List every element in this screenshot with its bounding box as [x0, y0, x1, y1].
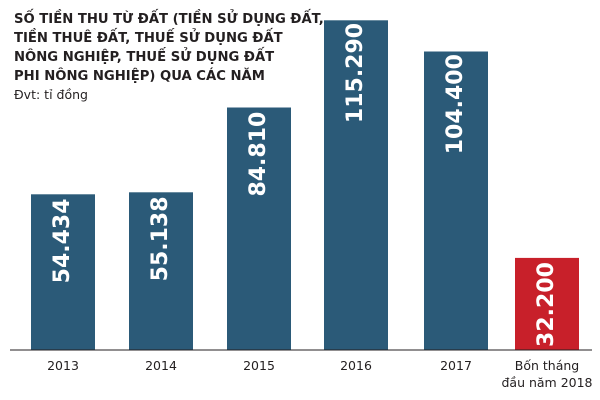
bar	[129, 192, 193, 350]
bars: 54.434 55.138 84.810 115.290 104.400 32.200	[31, 20, 579, 351]
x-tick-label: 2017	[440, 358, 472, 373]
x-tick-label: đầu năm 2018	[501, 375, 592, 390]
unit-label: Đvt: tỉ đồng	[14, 87, 88, 102]
bar	[324, 20, 388, 351]
bar	[515, 257, 579, 350]
bar-value-label: 84.810	[246, 112, 271, 197]
chart-title: SỐ TIỀN THU TỪ ĐẤT (TIỀN SỬ DỤNG ĐẤT,TIỀ…	[14, 7, 324, 84]
x-tick-label: 2016	[340, 358, 372, 373]
x-tick-label: 2013	[47, 358, 79, 373]
x-tick-label: Bốn tháng	[515, 358, 579, 373]
chart-title-line: TIỀN THUÊ ĐẤT, THUẾ SỬ DỤNG ĐẤT	[14, 26, 283, 46]
bar	[31, 194, 95, 350]
bar	[227, 107, 291, 350]
bar-value-label: 55.138	[148, 196, 173, 281]
bar	[424, 51, 488, 350]
chart-title-line: NÔNG NGHIỆP, THUẾ SỬ DỤNG ĐẤT	[14, 45, 274, 65]
chart-title-line: SỐ TIỀN THU TỪ ĐẤT (TIỀN SỬ DỤNG ĐẤT,	[14, 7, 324, 27]
bar-value-label: 32.200	[534, 262, 559, 347]
bar-value-label: 104.400	[443, 54, 468, 154]
bar-value-label: 115.290	[343, 23, 368, 123]
x-axis-tick-labels: 2013 2014 2015 2016 2017 Bốn tháng đầu năm 201…	[47, 358, 592, 390]
chart-title-line: PHI NÔNG NGHIỆP) QUA CÁC NĂM	[14, 66, 265, 84]
x-tick-label: 2014	[145, 358, 177, 373]
bar-value-label: 54.434	[50, 198, 75, 283]
x-tick-label: 2015	[243, 358, 275, 373]
